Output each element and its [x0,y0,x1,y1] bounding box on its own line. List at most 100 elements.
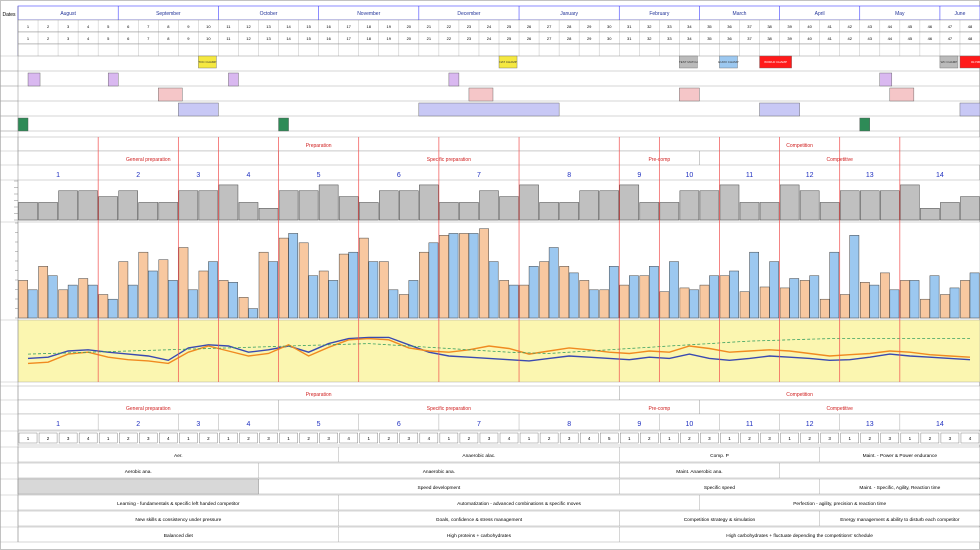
load-bar [358,202,379,221]
microcycle-number: 3 [147,436,150,441]
month-label: March [733,11,747,17]
mesocycle-number: 14 [936,421,944,428]
week-number: 8 [167,24,170,29]
load-bar [639,202,660,221]
week-number: 27 [547,24,552,29]
volume-bar-a [699,284,710,319]
volume-bar-a [679,287,690,319]
microcycle-number: 5 [608,436,611,441]
week-number: 15 [306,24,311,29]
week-number: 17 [346,36,351,41]
week-number: 5 [107,36,110,41]
volume-bar-b [67,284,78,319]
intensity-line-a [27,336,971,362]
volume-bar-b [528,266,539,319]
week-number: 23 [467,36,472,41]
block-marker [468,87,494,102]
volume-bar-a [358,237,369,319]
block-marker [879,72,893,87]
speed-label: Specific speed [704,485,736,491]
load-bar [779,184,800,221]
microcycle-cell [299,432,318,444]
microcycle-cell [479,432,499,444]
volume-bar-a [258,251,269,319]
mesocycle-number: 11 [746,421,753,428]
microcycle-number: 2 [388,436,391,441]
microcycle-cell [399,432,419,444]
event-label: EURO CHAMP [718,60,738,64]
tactical-label: Energy management & ability to disturb e… [840,517,960,523]
volume-bar-b [508,284,519,319]
volume-bar-a [419,251,429,319]
microcycle-cell [98,432,118,444]
volume-bar-b [789,278,800,319]
microcycle-number: 4 [428,436,431,441]
microcycle-cell [239,432,258,444]
volume-bar-a [960,280,970,319]
week-number: 17 [346,24,351,29]
load-bar [118,190,139,221]
event-marker [759,55,792,69]
period-label: Preparation [306,392,332,398]
week-number: 29 [587,36,592,41]
volume-bar-b [649,266,659,319]
volume-bar-a [659,291,670,319]
subperiod-label: General preparation [126,406,171,412]
week-number: 30 [607,36,612,41]
week-number: 18 [367,24,372,29]
corner-label: Dates [2,12,16,18]
event-marker [498,55,518,69]
volume-bar-a [118,261,129,319]
volume-bar-b [769,261,780,319]
load-bar [298,190,319,221]
microcycle-cell [559,432,579,444]
week-number: 4 [87,24,90,29]
mesocycle-number: 12 [806,421,814,428]
load-bar [178,190,199,221]
volume-bar-a [38,266,49,319]
mesocycle-number: 5 [317,421,321,428]
load-bar [238,202,259,221]
month-label: February [649,11,670,17]
microcycle-number: 4 [969,436,972,441]
subperiod-label: Specific preparation [427,406,471,412]
week-number: 40 [807,24,812,29]
microcycle-number: 4 [508,436,511,441]
load-bar [719,184,740,221]
volume-bar-a [439,235,449,319]
week-number: 26 [527,24,532,29]
month-label: May [895,11,905,17]
volume-bar-a [539,261,550,319]
period-row [17,136,980,152]
tactical-label: New skills & consistency under pressure [135,517,221,523]
microcycle-number: 4 [167,436,170,441]
volume-bar-b [388,289,399,319]
microcycle-cell [499,432,519,444]
mesocycle-number: 13 [866,172,874,179]
load-bar [860,190,880,221]
mesocycle-number: 1 [56,421,60,428]
volume-bar-b [869,284,880,319]
month-label: April [815,11,825,17]
volume-bar-a [920,298,930,319]
week-number: 36 [727,24,732,29]
week-number: 39 [787,24,792,29]
mesocycle-number: 8 [567,172,571,179]
technical-label: Perfection - agility, precision & reacti… [793,501,886,507]
week-number: 37 [747,24,752,29]
volume-bar-b [629,275,639,319]
week-number: 3 [67,24,70,29]
microcycle-cell [58,432,78,444]
volume-bar-b [729,270,739,319]
microcycle-cell [840,432,859,444]
week-number: 26 [527,36,532,41]
load-bar [58,190,78,221]
week-number: 44 [888,36,893,41]
mesocycle-number: 2 [136,172,140,179]
mesocycle-number: 6 [397,421,401,428]
microcycle-cell [259,432,278,444]
load-bar [258,208,279,221]
energy2-label: Aerobic ana. [125,469,152,475]
volume-bar-b [889,289,900,319]
microcycle-number: 3 [568,436,571,441]
